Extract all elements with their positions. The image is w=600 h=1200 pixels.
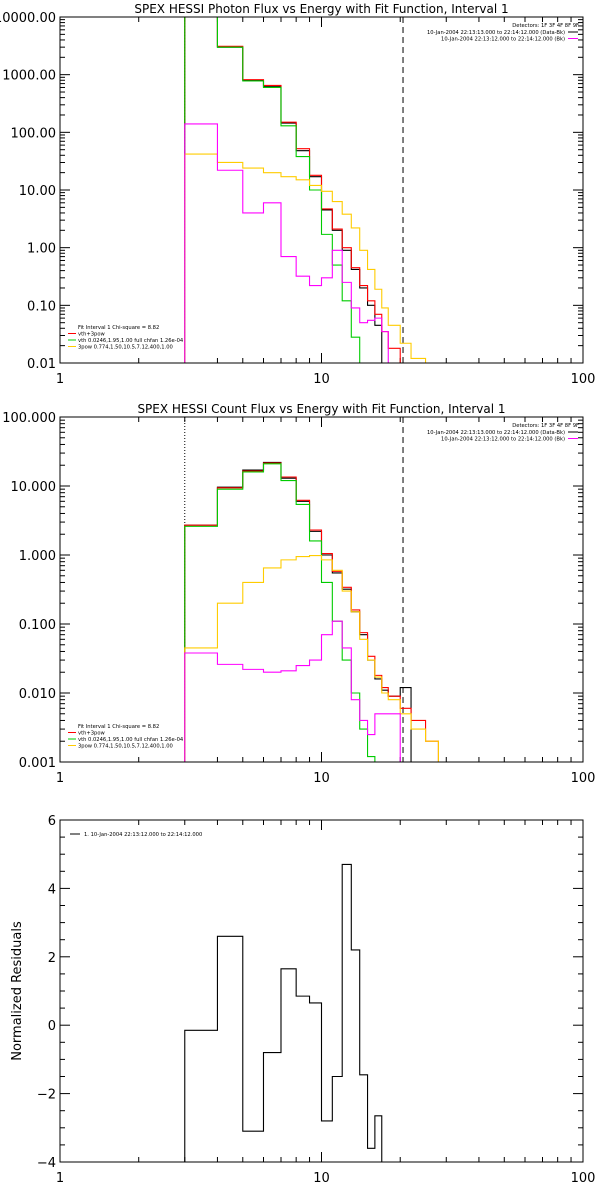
legend-bottom-entry: Fit Interval 1 Chi-square = 8.82: [78, 724, 159, 730]
chart-title: SPEX HESSI Count Flux vs Energy with Fit…: [137, 402, 505, 416]
chart-panel-1: SPEX HESSI Photon Flux vs Energy with Fi…: [0, 2, 595, 387]
legend-top-entry: 10-Jan-2004 22:13:13.000 to 22:14:12.000…: [427, 30, 565, 36]
legend-bottom-entry: vth+3pow: [78, 332, 106, 338]
legend-top-entry: 10-Jan-2004 22:13:12.000 to 22:14:12.000…: [441, 437, 565, 443]
series-line-1: [184, 863, 412, 1162]
y-tick-label: 0.10: [27, 299, 56, 314]
series-line-3: [184, 463, 439, 762]
y-tick-label: 10000.00: [0, 11, 56, 26]
legend-bottom-entry: 3pow 0.774,1.50,10.5,7.12,400,1.00: [78, 345, 173, 351]
series-line-4: [184, 153, 439, 363]
x-tick-label: 1: [56, 1171, 64, 1186]
plot-frame: [59, 16, 584, 364]
y-tick-label: 100.000: [2, 411, 56, 426]
series-line-5: [184, 123, 439, 363]
y-tick-label: 0.100: [19, 618, 56, 633]
y-tick-label: 10.00: [19, 184, 56, 199]
legend-top-entry: 10-Jan-2004 22:13:12.000 to 22:14:12.000…: [441, 37, 565, 43]
x-tick-label: 100: [571, 771, 596, 786]
y-tick-label: 1.000: [19, 549, 56, 564]
legend-top-entry: 10-Jan-2004 22:13:13.000 to 22:14:12.000…: [427, 430, 565, 436]
legend-bottom-entry: vth 0.0246,1.95,1.00 full chfan 1.26e-04: [78, 338, 184, 344]
y-axis-label: Normalized Residuals: [10, 921, 25, 1061]
series-line-5: [184, 620, 439, 762]
chart-title: SPEX HESSI Photon Flux vs Energy with Fi…: [134, 2, 508, 16]
series-line-4: [184, 555, 439, 762]
detectors-label: Detectors: 1F 3F 4F 8F 9F: [512, 423, 579, 429]
series-line-1: [184, 17, 439, 363]
chart-panel-2: SPEX HESSI Count Flux vs Energy with Fit…: [2, 402, 595, 786]
x-tick-label: 1: [56, 771, 64, 786]
legend-entry: 1. 10-Jan-2004 22:13:12.000 to 22:14:12.…: [84, 832, 202, 838]
y-tick-label: 100.00: [11, 126, 57, 141]
plot-frame: [59, 819, 584, 1163]
x-tick-label: 10: [313, 1171, 330, 1186]
chart-panel-3: Normalized Residuals 1 10 100 −4 −2 0 2 4 6 1. 10-…: [10, 814, 595, 1186]
x-tick-label: 10: [313, 771, 330, 786]
legend-bottom-entry: vth 0.0246,1.95,1.00 full chfan 1.26e-04: [78, 737, 184, 743]
plot-frame: [59, 416, 584, 763]
y-tick-label: 0.001: [19, 756, 56, 771]
y-tick-label: 2: [48, 951, 56, 966]
y-tick-label: 0: [48, 1019, 56, 1034]
x-tick-label: 100: [571, 1171, 596, 1186]
legend-bottom-entry: vth+3pow: [78, 731, 106, 737]
series-line-3: [184, 17, 439, 363]
legend-bottom-entry: Fit Interval 1 Chi-square = 8.82: [78, 325, 159, 331]
legend-bottom-entry: 3pow 0.774,1.50,10.5,7.12,400,1.00: [78, 744, 173, 750]
y-tick-label: 1.00: [27, 242, 56, 257]
x-tick-label: 1: [56, 372, 64, 387]
y-tick-label: −2: [37, 1088, 56, 1103]
y-tick-label: 1000.00: [2, 69, 56, 84]
y-tick-label: 0.010: [19, 687, 56, 702]
y-tick-label: −4: [37, 1156, 56, 1171]
detectors-label: Detectors: 1F 3F 4F 8F 9F: [512, 23, 579, 29]
y-tick-label: 0.01: [27, 357, 56, 372]
x-tick-label: 10: [313, 372, 330, 387]
y-tick-label: 4: [48, 882, 56, 897]
y-tick-label: 10.000: [11, 480, 57, 495]
y-tick-label: 6: [48, 814, 56, 829]
x-tick-label: 100: [571, 372, 596, 387]
